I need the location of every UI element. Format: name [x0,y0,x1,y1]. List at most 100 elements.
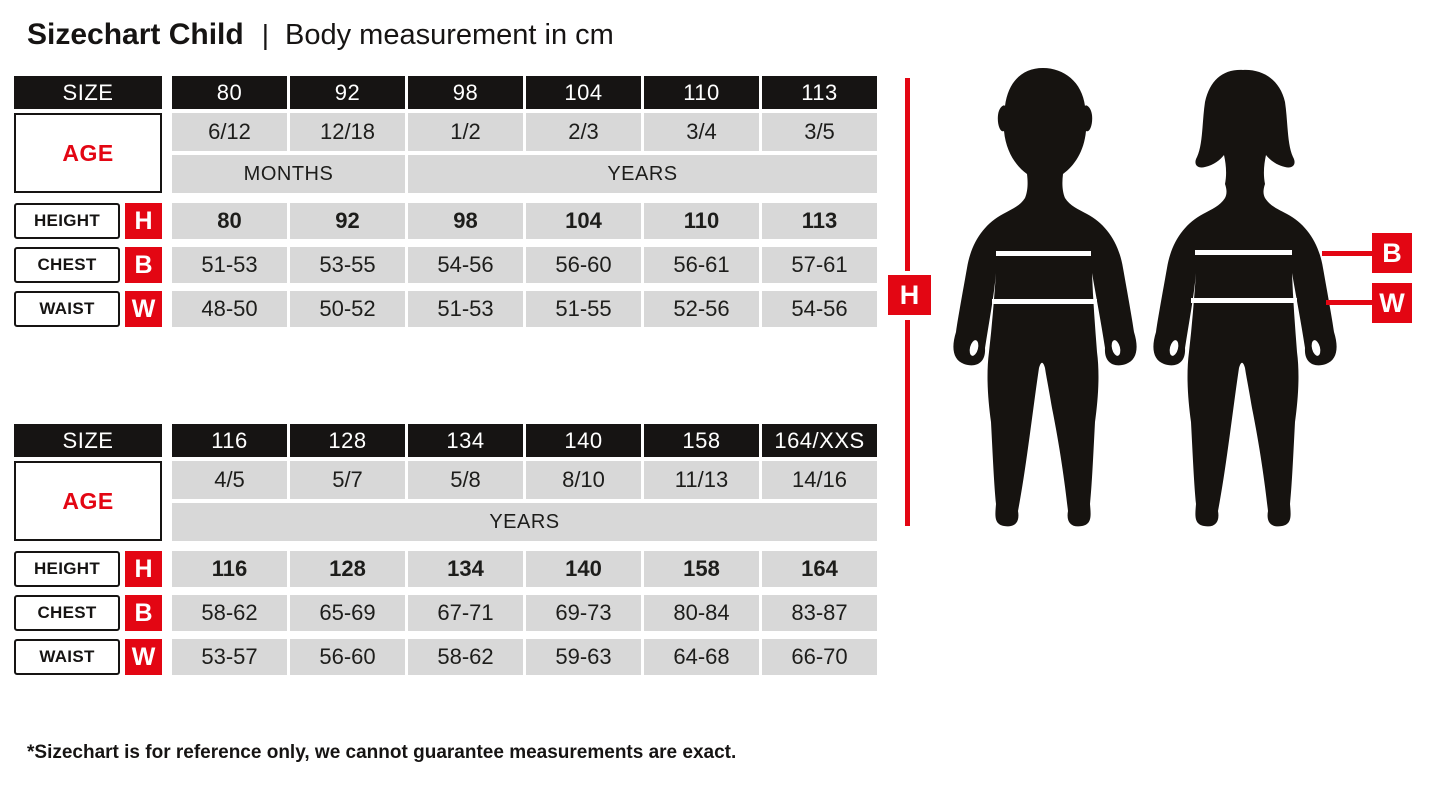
waist-value-cell: 66-70 [762,639,877,675]
waist-value-cell: 51-53 [408,291,523,327]
measurement-badge-b: B [125,247,162,283]
age-cell: 8/10 [526,461,641,499]
chest-value-cell: 67-71 [408,595,523,631]
size-cell: 158 [644,424,759,457]
chest-measure-line [1322,251,1372,256]
height-measure-line-bottom [905,320,910,526]
age-cell: 4/5 [172,461,287,499]
waist-value-cell: 54-56 [762,291,877,327]
measurement-badge-h: H [125,551,162,587]
height-value-cell: 116 [172,551,287,587]
measurement-badge-h: H [125,203,162,239]
size-row: SIZE 116 128 134 140 158 164/XXS [14,424,877,457]
chest-value-cell: 51-53 [172,247,287,283]
size-cell: 134 [408,424,523,457]
age-unit-cell: YEARS [408,155,877,193]
chest-value-cell: 58-62 [172,595,287,631]
waist-value-cell: 48-50 [172,291,287,327]
height-measure-line-top [905,78,910,271]
size-row: SIZE 80 92 98 104 110 113 [14,76,877,109]
age-cell: 6/12 [172,113,287,151]
measurement-row: HEIGHT H 116 128 134 140 158 164 [14,551,877,587]
measurement-row: HEIGHT H 80 92 98 104 110 113 [14,203,877,239]
age-unit-cell: YEARS [172,503,877,541]
measurement-label-height: HEIGHT [14,203,120,239]
waist-value-cell: 64-68 [644,639,759,675]
size-cell: 98 [408,76,523,109]
chest-value-cell: 56-60 [526,247,641,283]
chest-value-cell: 80-84 [644,595,759,631]
footnote: *Sizechart is for reference only, we can… [27,742,737,763]
size-cell: 164/XXS [762,424,877,457]
age-cell: 11/13 [644,461,759,499]
measurement-badge-w: W [125,639,162,675]
age-cell: 12/18 [290,113,405,151]
size-cell: 140 [526,424,641,457]
age-cell: 5/7 [290,461,405,499]
chest-value-cell: 53-55 [290,247,405,283]
chest-value-cell: 65-69 [290,595,405,631]
measurement-row: WAIST W 53-57 56-60 58-62 59-63 64-68 66-70 [14,639,877,675]
chest-value-cell: 83-87 [762,595,877,631]
age-cell: 5/8 [408,461,523,499]
height-value-cell: 128 [290,551,405,587]
size-cell: 113 [762,76,877,109]
size-cell: 128 [290,424,405,457]
height-value-cell: 134 [408,551,523,587]
age-label-box: AGE [14,113,162,193]
height-value-cell: 158 [644,551,759,587]
height-value-cell: 164 [762,551,877,587]
size-cell: 92 [290,76,405,109]
measurement-label-waist: WAIST [14,639,120,675]
age-label-box: AGE [14,461,162,541]
waist-value-cell: 53-57 [172,639,287,675]
height-value-cell: 80 [172,203,287,239]
age-cell: 3/5 [762,113,877,151]
size-header-cell: SIZE [14,76,162,109]
size-cell: 104 [526,76,641,109]
height-value-cell: 92 [290,203,405,239]
title-separator: | [261,19,269,50]
age-unit-row: MONTHS YEARS [14,155,877,193]
waist-value-cell: 58-62 [408,639,523,675]
waist-value-cell: 50-52 [290,291,405,327]
age-cell: 14/16 [762,461,877,499]
age-cell: 1/2 [408,113,523,151]
girl-silhouette [1153,69,1337,527]
measurement-row: WAIST W 48-50 50-52 51-53 51-55 52-56 54-56 [14,291,877,327]
measurement-label-height: HEIGHT [14,551,120,587]
measurement-label-waist: WAIST [14,291,120,327]
size-header-cell: SIZE [14,424,162,457]
height-value-cell: 113 [762,203,877,239]
chest-value-cell: 57-61 [762,247,877,283]
boy-silhouette [953,68,1137,527]
waist-value-cell: 52-56 [644,291,759,327]
waist-value-cell: 56-60 [290,639,405,675]
size-table-large: SIZE 116 128 134 140 158 164/XXS 4/5 5/7 5/8 8/10 1… [14,424,877,683]
height-value-cell: 104 [526,203,641,239]
age-unit-row: YEARS [14,503,877,541]
chest-value-cell: 69-73 [526,595,641,631]
waist-marker-badge: W [1372,283,1412,323]
measurement-label-chest: CHEST [14,595,120,631]
size-cell: 116 [172,424,287,457]
height-value-cell: 110 [644,203,759,239]
measurement-row: CHEST B 51-53 53-55 54-56 56-60 56-61 57-61 [14,247,877,283]
page-title: Sizechart Child [27,18,244,51]
waist-value-cell: 59-63 [526,639,641,675]
height-marker-badge: H [888,275,931,315]
height-value-cell: 140 [526,551,641,587]
chest-value-cell: 56-61 [644,247,759,283]
age-unit-cell: MONTHS [172,155,405,193]
size-table-small: SIZE 80 92 98 104 110 113 6/12 12/18 1/2 2/3 3/4 3/5… [14,76,877,335]
page-subtitle: Body measurement in cm [285,19,614,51]
age-cell: 2/3 [526,113,641,151]
measurement-label-chest: CHEST [14,247,120,283]
waist-measure-line [1326,300,1372,305]
chest-value-cell: 54-56 [408,247,523,283]
measurement-badge-b: B [125,595,162,631]
size-cell: 110 [644,76,759,109]
age-cell: 3/4 [644,113,759,151]
waist-value-cell: 51-55 [526,291,641,327]
chest-marker-badge: B [1372,233,1412,273]
